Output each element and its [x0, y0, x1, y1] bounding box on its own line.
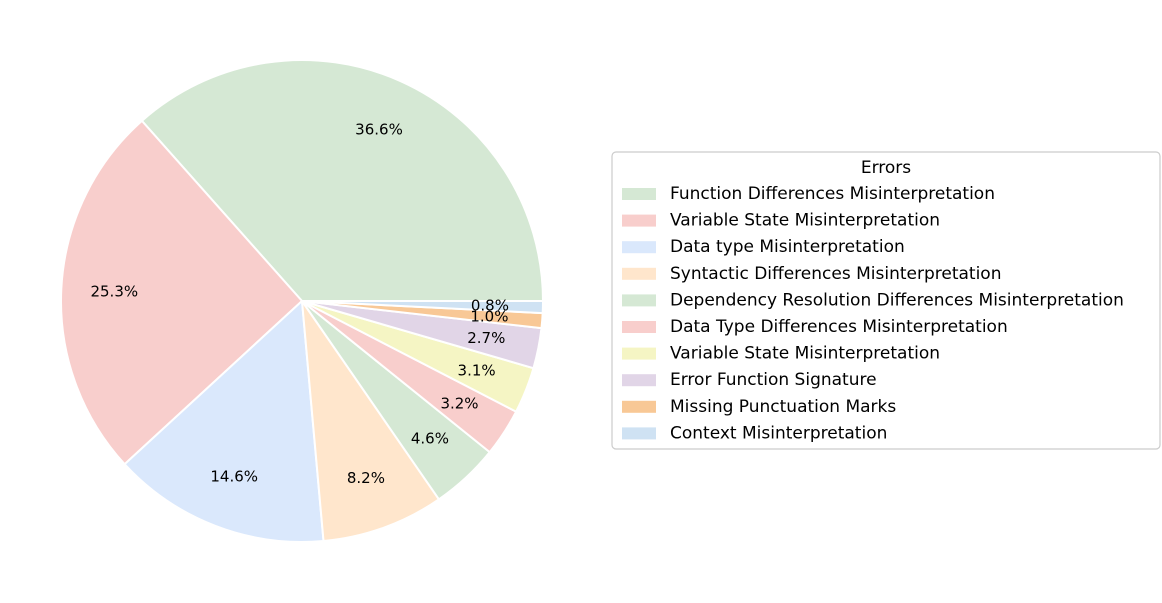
pie-percent-labels: 36.6% 25.3% 14.6% 8.2% 4.6% 3.2% 3.1% 2.7% 1.0%0… — [90, 121, 508, 487]
pie-slice-3 — [123, 300, 325, 543]
legend-swatch-5 — [622, 294, 656, 307]
legend-swatch-10 — [622, 427, 656, 440]
pie-percent-label-6: 3.2% — [440, 395, 478, 413]
pie-slices — [60, 59, 544, 543]
pie-percent-label-4: 8.2% — [347, 469, 385, 487]
legend-entries: Function Differences Misinterpretation Va… — [622, 184, 1124, 443]
legend-label-4: Syntactic Differences Misinterpretation — [670, 264, 1001, 284]
pie-percent-label-9: 1.0% — [470, 307, 508, 325]
pie-percent-label-2: 25.3% — [90, 283, 138, 301]
legend-label-10: Context Misinterpretation — [670, 423, 887, 443]
legend-label-9: Missing Punctuation Marks — [670, 397, 896, 417]
legend-label-6: Data Type Differences Misinterpretation — [670, 317, 1008, 337]
pie-slice-1 — [140, 59, 544, 302]
legend-label-5: Dependency Resolution Differences Misint… — [670, 290, 1124, 310]
legend-label-7: Variable State Misinterpretation — [670, 344, 940, 364]
legend-swatch-9 — [622, 400, 656, 413]
pie-percent-label-10: 0.8% — [471, 297, 509, 315]
legend-label-1: Function Differences Misinterpretation — [670, 184, 995, 204]
legend-swatch-4 — [622, 267, 656, 280]
legend-label-2: Variable State Misinterpretation — [670, 211, 940, 231]
legend-swatch-6 — [622, 321, 656, 333]
legend-swatch-8 — [622, 374, 656, 387]
pie-percent-label-7: 3.1% — [458, 362, 496, 380]
pie-slice-4 — [301, 300, 440, 543]
pie-percent-label-5: 4.6% — [411, 430, 449, 448]
legend-frame — [611, 151, 1161, 450]
pie-percent-label-8: 2.7% — [467, 329, 505, 347]
pie-percent-label-3: 14.6% — [210, 467, 258, 485]
pie-slice-10 — [301, 300, 544, 315]
legend-label-3: Data type Misinterpretation — [670, 237, 905, 257]
legend-title: Errors — [861, 158, 911, 178]
legend: Errors Function Differences Misinterpret… — [611, 151, 1161, 450]
legend-swatch-7 — [622, 347, 656, 360]
legend-swatch-1 — [622, 188, 656, 200]
legend-swatch-2 — [622, 214, 656, 227]
pie-slice-2 — [60, 119, 303, 466]
pie-percent-label-1: 36.6% — [355, 121, 403, 139]
legend-swatch-3 — [622, 241, 656, 254]
legend-label-8: Error Function Signature — [670, 370, 877, 390]
